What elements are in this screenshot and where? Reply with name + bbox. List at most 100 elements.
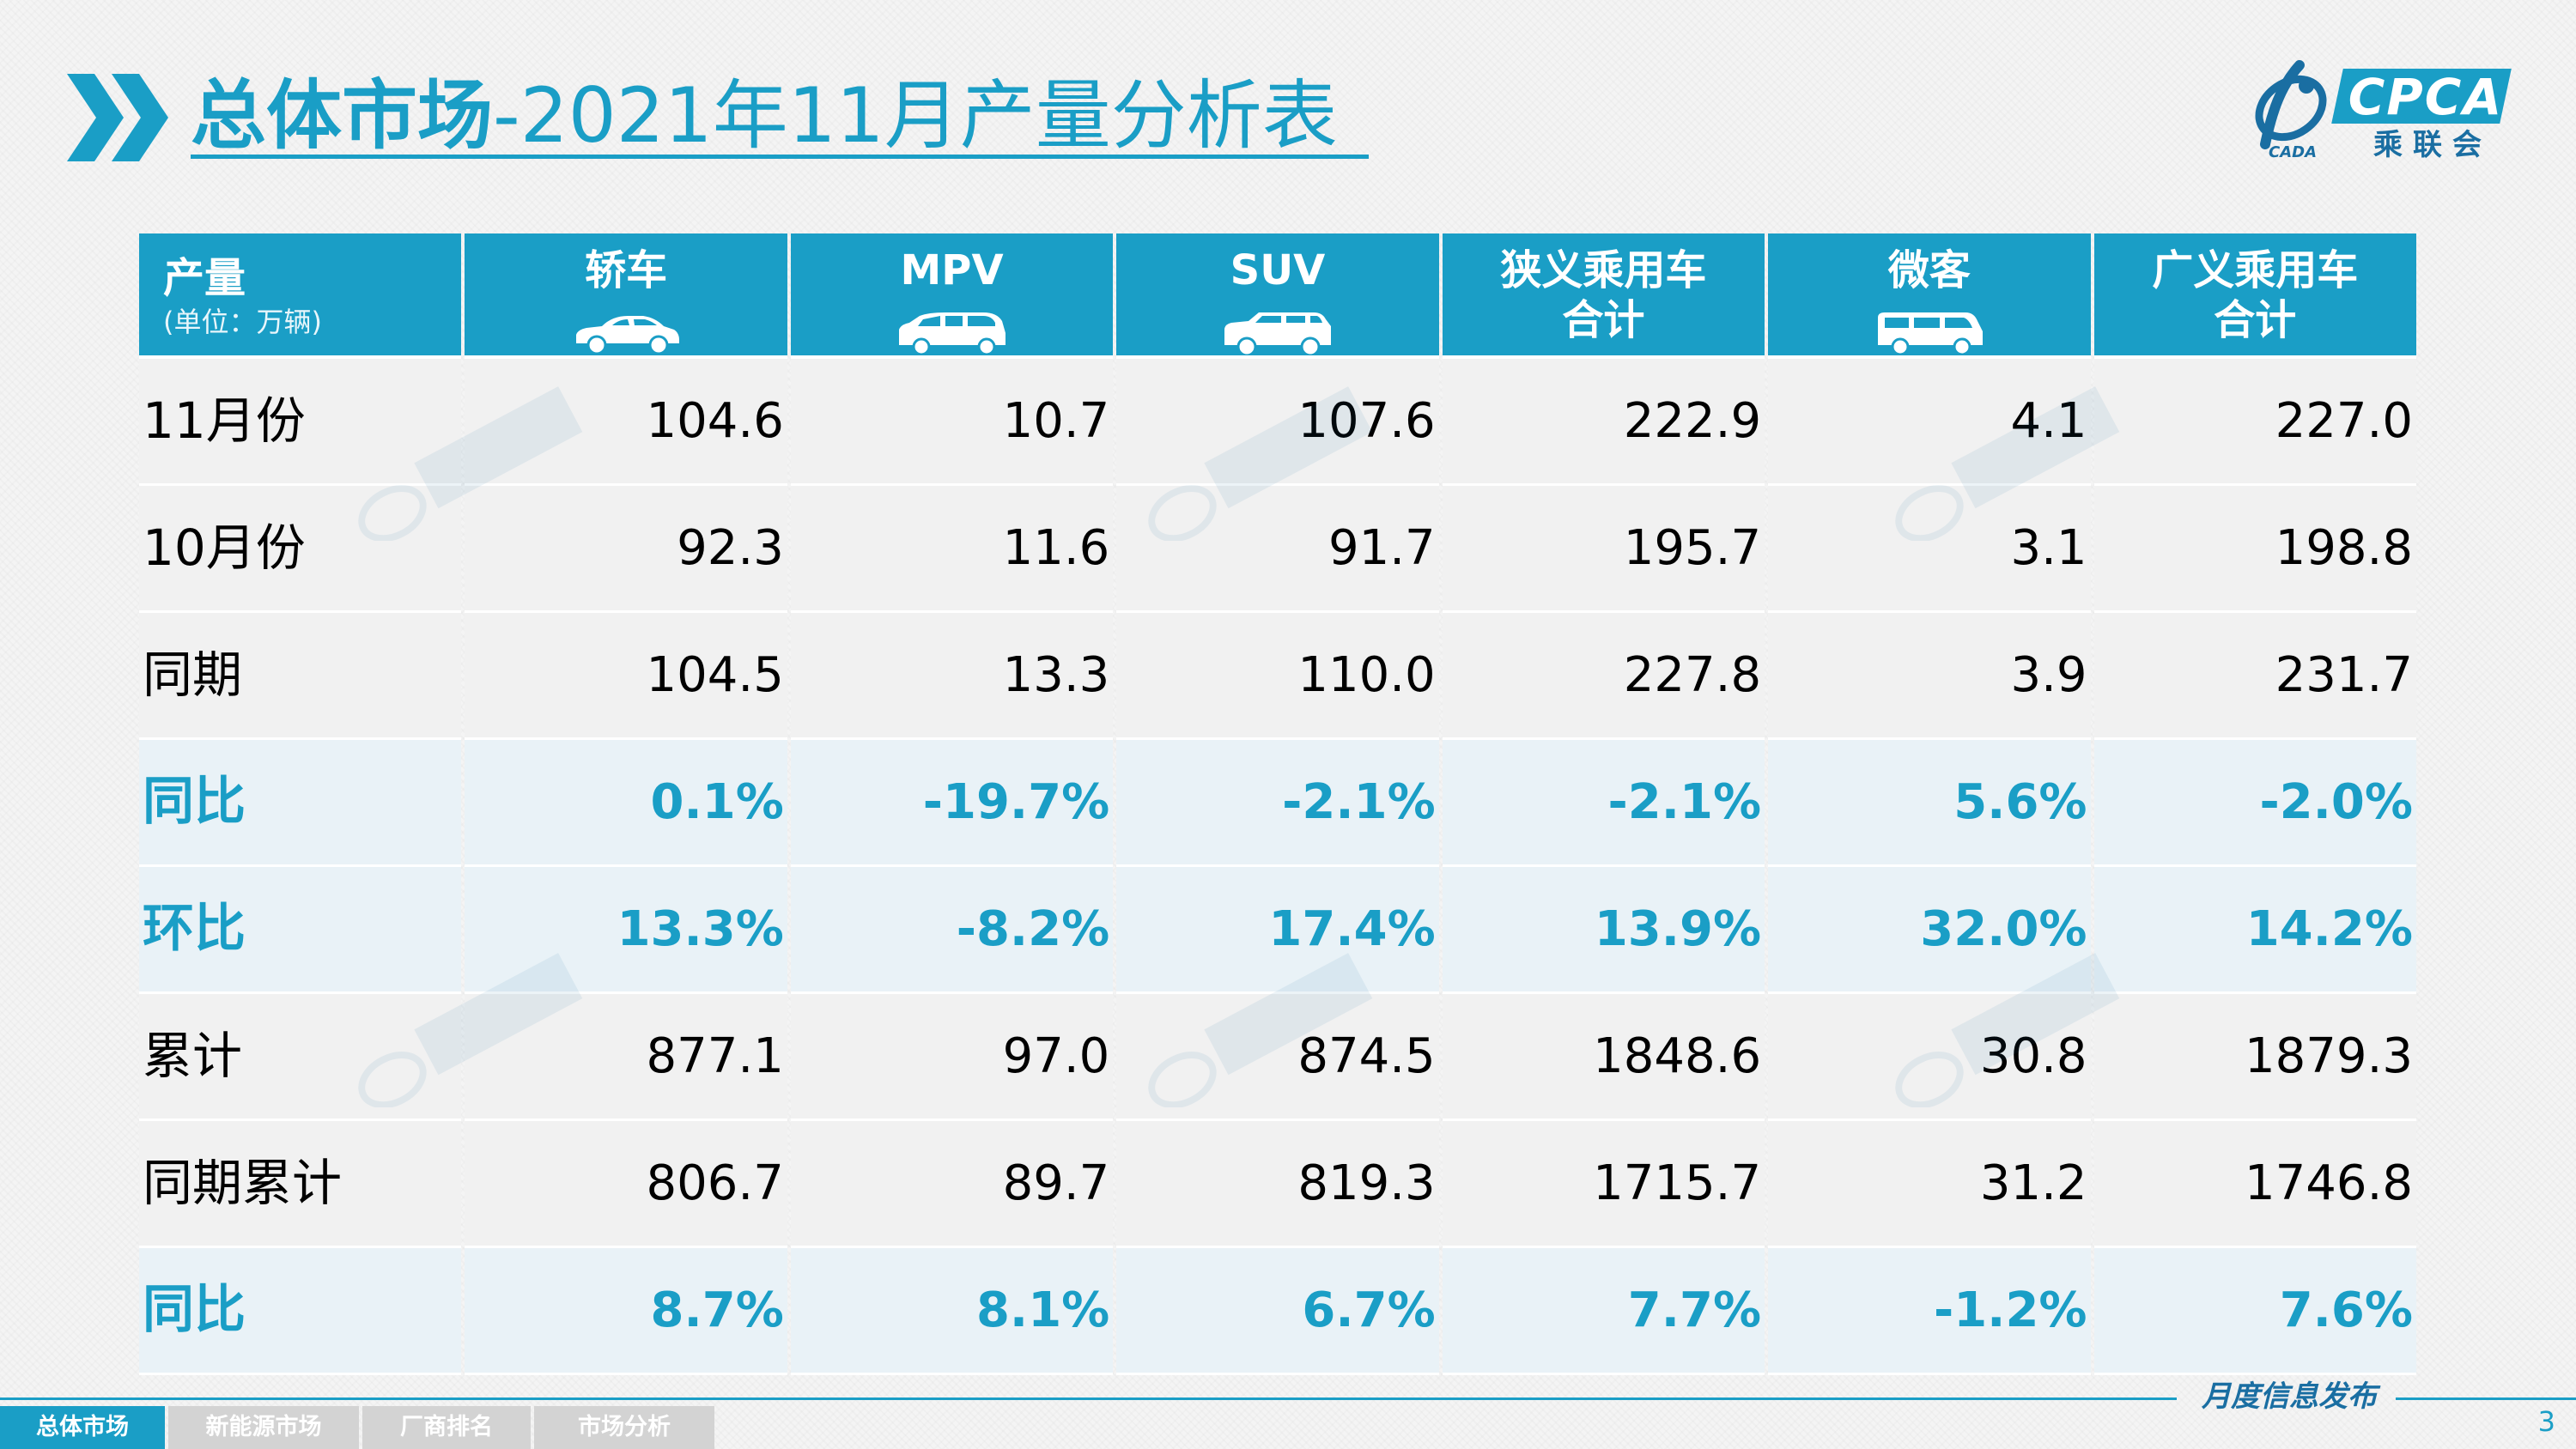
cell-value: 1879.3: [2093, 994, 2416, 1121]
cell-percent: 32.0%: [1768, 867, 2091, 994]
cell-percent: -2.1%: [1442, 740, 1765, 867]
cell-percent: 7.6%: [2093, 1248, 2416, 1375]
header-narrow-line2: 合计: [1562, 296, 1645, 344]
table-row: 同期 104.5 13.3 110.0 227.8 3.9 231.7: [139, 613, 2416, 740]
header-broad-line2: 合计: [2214, 296, 2297, 344]
production-table: 产量 (单位：万辆) 轿车 MPV: [136, 233, 2420, 1375]
header-production: 产量 (单位：万辆): [139, 233, 462, 359]
row-label: 11月份: [139, 359, 462, 486]
cell-percent: -2.1%: [1116, 740, 1439, 867]
table-row: 11月份 104.6 10.7 107.6 222.9 4.1 227.0: [139, 359, 2416, 486]
table-row-highlight: 同比 8.7% 8.1% 6.7% 7.7% -1.2% 7.6%: [139, 1248, 2416, 1375]
cada-emblem-icon: [2255, 60, 2327, 149]
row-label: 同比: [139, 740, 462, 867]
cell-value: 104.6: [465, 359, 787, 486]
tab-market-analysis[interactable]: 市场分析: [534, 1406, 714, 1449]
cell-value: 877.1: [465, 994, 787, 1121]
header-broad-total: 广义乘用车 合计: [2093, 233, 2416, 359]
header-minivan: 微客: [1768, 233, 2091, 359]
row-label: 环比: [139, 867, 462, 994]
cell-value: 3.1: [1768, 486, 2091, 613]
cell-value: 1746.8: [2093, 1121, 2416, 1248]
tab-overall-market[interactable]: 总体市场: [0, 1406, 165, 1449]
cell-percent: -2.0%: [2093, 740, 2416, 867]
cell-percent: 6.7%: [1116, 1248, 1439, 1375]
title-rest: -2021年11月产量分析表: [493, 71, 1338, 160]
tab-manufacturer-ranking[interactable]: 厂商排名: [362, 1406, 531, 1449]
cell-value: 227.0: [2093, 359, 2416, 486]
cell-value: 195.7: [1442, 486, 1765, 613]
cell-value: 3.9: [1768, 613, 2091, 740]
row-label: 同比: [139, 1248, 462, 1375]
header-sedan-label: 轿车: [585, 246, 668, 294]
table-row: 10月份 92.3 11.6 91.7 195.7 3.1 198.8: [139, 486, 2416, 613]
sedan-icon: [576, 316, 680, 355]
header-narrow-total: 狭义乘用车 合计: [1442, 233, 1765, 359]
cell-value: 4.1: [1768, 359, 2091, 486]
footer-rule: [0, 1397, 2177, 1400]
cell-value: 89.7: [790, 1121, 1114, 1248]
header-sedan: 轿车: [465, 233, 787, 359]
cell-value: 1715.7: [1442, 1121, 1765, 1248]
cell-value: 31.2: [1768, 1121, 2091, 1248]
header-broad-line1: 广义乘用车: [2152, 246, 2359, 294]
table-row-highlight: 环比 13.3% -8.2% 17.4% 13.9% 32.0% 14.2%: [139, 867, 2416, 994]
cell-value: 222.9: [1442, 359, 1765, 486]
table-row: 累计 877.1 97.0 874.5 1848.6 30.8 1879.3: [139, 994, 2416, 1121]
page-title: 总体市场-2021年11月产量分析表: [191, 65, 1338, 167]
chevron-right-double-icon: [67, 74, 168, 161]
cell-percent: 8.1%: [790, 1248, 1114, 1375]
footer-label: 月度信息发布: [2202, 1379, 2377, 1414]
table-row: 同期累计 806.7 89.7 819.3 1715.7 31.2 1746.8: [139, 1121, 2416, 1248]
header-mpv-label: MPV: [900, 246, 1004, 294]
cell-percent: -19.7%: [790, 740, 1114, 867]
header-minivan-label: 微客: [1887, 246, 1971, 294]
cell-percent: 13.3%: [465, 867, 787, 994]
cell-percent: -8.2%: [790, 867, 1114, 994]
cell-percent: 7.7%: [1442, 1248, 1765, 1375]
suv-icon: [1224, 312, 1331, 355]
cell-value: 92.3: [465, 486, 787, 613]
tab-new-energy-market[interactable]: 新能源市场: [168, 1406, 359, 1449]
table-header-row: 产量 (单位：万辆) 轿车 MPV: [139, 233, 2416, 359]
cell-value: 10.7: [790, 359, 1114, 486]
page-number: 3: [2537, 1405, 2555, 1438]
cell-value: 874.5: [1116, 994, 1439, 1121]
row-label: 同期: [139, 613, 462, 740]
logo-chinese: 乘联会: [2373, 128, 2492, 162]
header-narrow-line1: 狭义乘用车: [1500, 246, 1707, 294]
cell-value: 110.0: [1116, 613, 1439, 740]
cell-value: 104.5: [465, 613, 787, 740]
cell-percent: 5.6%: [1768, 740, 2091, 867]
footer-tabs: 总体市场 新能源市场 厂商排名 市场分析: [0, 1406, 718, 1449]
cell-percent: 14.2%: [2093, 867, 2416, 994]
cell-percent: 17.4%: [1116, 867, 1439, 994]
row-label: 10月份: [139, 486, 462, 613]
header-suv-label: SUV: [1230, 246, 1326, 294]
cell-value: 30.8: [1768, 994, 2091, 1121]
logo-sub: CADA: [2268, 143, 2317, 161]
cell-value: 227.8: [1442, 613, 1765, 740]
cell-percent: -1.2%: [1768, 1248, 2091, 1375]
cell-value: 198.8: [2093, 486, 2416, 613]
title-bold: 总体市场: [191, 71, 494, 160]
cell-percent: 8.7%: [465, 1248, 787, 1375]
cell-value: 231.7: [2093, 613, 2416, 740]
cell-percent: 0.1%: [465, 740, 787, 867]
cell-value: 819.3: [1116, 1121, 1439, 1248]
cell-value: 806.7: [465, 1121, 787, 1248]
header-production-label: 产量: [163, 254, 246, 302]
table-row-highlight: 同比 0.1% -19.7% -2.1% -2.1% 5.6% -2.0%: [139, 740, 2416, 867]
cell-value: 107.6: [1116, 359, 1439, 486]
cell-percent: 13.9%: [1442, 867, 1765, 994]
cell-value: 11.6: [790, 486, 1114, 613]
cell-value: 91.7: [1116, 486, 1439, 613]
mpv-icon: [898, 312, 1005, 355]
cell-value: 1848.6: [1442, 994, 1765, 1121]
cell-value: 97.0: [790, 994, 1114, 1121]
title-underline: [191, 155, 1369, 159]
minivan-icon: [1877, 312, 1983, 355]
row-label: 同期累计: [139, 1121, 462, 1248]
header-unit: (单位：万辆): [163, 306, 322, 338]
logo-brand: CPCA: [2348, 68, 2504, 126]
